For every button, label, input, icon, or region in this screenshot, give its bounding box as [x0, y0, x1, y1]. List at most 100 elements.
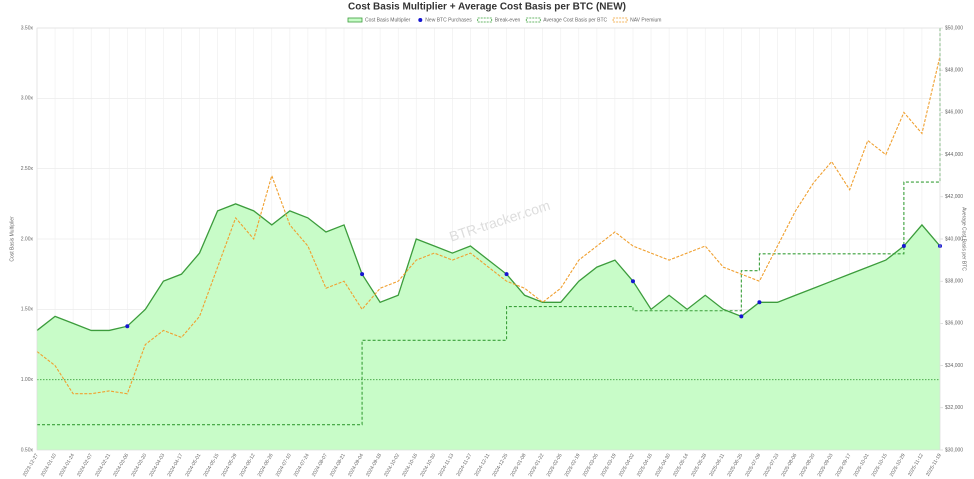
- x-tick-label: 2025-05-28: [690, 452, 708, 477]
- x-tick-label: 2025-03-19: [600, 452, 618, 477]
- x-tick-label: 2025-10-29: [889, 452, 907, 477]
- x-tick-label: 2024-04-03: [148, 452, 166, 477]
- y2-axis-title: Average Cost Basis per BTC: [961, 207, 967, 271]
- x-tick-label: 2024-03-20: [130, 452, 148, 477]
- line: [36, 203, 941, 332]
- x-tick-label: 2025-08-20: [798, 452, 816, 477]
- y2-tick-label: $50,000: [945, 25, 963, 31]
- x-tick-label: 2025-08-06: [780, 452, 798, 477]
- x-tick-label: 2025-02-05: [546, 452, 564, 477]
- watermark: BTR-tracker.com: [447, 197, 552, 245]
- x-tick-label: 2025-07-09: [744, 452, 762, 477]
- legend-label: New BTC Purchases: [425, 17, 472, 23]
- x-tick-label: 2025-10-15: [871, 452, 889, 477]
- legend-swatch: [418, 18, 423, 22]
- x-tick-label: 2024-07-24: [293, 452, 311, 477]
- x-tick-label: 2024-02-07: [76, 452, 94, 477]
- purchase-point: [739, 314, 744, 319]
- x-tick-label: 2025-01-22: [528, 452, 546, 477]
- x-tick-label: 2023-12-27: [22, 452, 40, 477]
- x-tick-label: 2025-04-16: [636, 452, 654, 477]
- x-tick-label: 2024-05-15: [202, 452, 220, 477]
- x-tick-label: 2024-12-25: [491, 452, 509, 477]
- y-axis-title: Cost Basis Multiplier: [9, 216, 15, 262]
- y2-tick-label: $40,000: [945, 236, 963, 242]
- x-tick-label: 2025-04-02: [618, 452, 636, 477]
- legend-swatch: [347, 17, 363, 23]
- purchase-point: [504, 272, 509, 277]
- y-tick-label: 1.00x: [21, 377, 34, 383]
- plot-border: [36, 27, 941, 451]
- y-tick-label: 3.50x: [21, 25, 34, 31]
- y2-tick-label: $34,000: [945, 363, 963, 369]
- x-tick-label: 2024-01-10: [40, 452, 58, 477]
- line: [36, 56, 941, 395]
- x-tick-label: 2025-11-19: [925, 452, 943, 477]
- y2-tick-label: $46,000: [945, 110, 963, 116]
- legend-label: Break-even: [495, 17, 521, 23]
- purchase-point: [901, 244, 906, 249]
- y2-tick-label: $32,000: [945, 405, 963, 411]
- purchase-point: [360, 272, 365, 277]
- x-tick-label: 2024-05-29: [221, 452, 239, 477]
- x-tick-label: 2025-03-05: [582, 452, 600, 477]
- x-tick-label: 2024-05-01: [184, 452, 202, 477]
- x-tick-label: 2024-10-30: [419, 452, 437, 477]
- legend-item: Cost Basis Multiplier: [347, 17, 411, 23]
- purchase-point: [757, 300, 762, 305]
- y2-tick-label: $30,000: [945, 447, 963, 453]
- y2-tick-label: $36,000: [945, 321, 963, 327]
- x-tick-label: 2024-08-07: [311, 452, 329, 477]
- step-line: [37, 28, 941, 426]
- x-tick-label: 2025-01-08: [510, 452, 528, 477]
- y-tick-label: 2.50x: [21, 166, 34, 172]
- x-tick-label: 2024-02-21: [94, 452, 112, 477]
- legend-label: Average Cost Basis per BTC: [543, 17, 607, 23]
- x-tick-label: 2024-09-18: [365, 452, 383, 477]
- x-tick-label: 2024-01-24: [58, 452, 76, 477]
- x-tick-label: 2025-06-11: [708, 452, 726, 477]
- x-tick-label: 2025-09-17: [835, 452, 853, 477]
- x-tick-label: 2024-10-16: [401, 452, 419, 477]
- legend-swatch: [525, 17, 541, 23]
- legend-swatch: [612, 17, 628, 23]
- x-tick-label: 2024-06-12: [239, 452, 257, 477]
- y-tick-label: 2.00x: [21, 236, 34, 242]
- y-tick-label: 0.50x: [21, 447, 34, 453]
- y2-tick-label: $44,000: [945, 152, 963, 158]
- legend-swatch: [477, 17, 493, 23]
- legend-label: Cost Basis Multiplier: [365, 17, 411, 23]
- x-tick-label: 2024-12-11: [474, 452, 492, 477]
- x-tick-label: 2024-08-21: [329, 452, 347, 477]
- x-tick-label: 2024-11-27: [456, 452, 474, 477]
- x-tick-label: 2025-07-23: [762, 452, 780, 477]
- legend-item: Average Cost Basis per BTC: [525, 17, 607, 23]
- legend-item: New BTC Purchases: [418, 17, 472, 23]
- legend-label: NAV Premium: [630, 17, 661, 23]
- y-tick-label: 3.00x: [21, 96, 34, 102]
- x-tick-label: 2024-03-06: [112, 452, 130, 477]
- x-tick-label: 2025-06-25: [726, 452, 744, 477]
- purchase-point: [125, 324, 130, 329]
- area-fill: [37, 203, 940, 450]
- y2-tick-label: $42,000: [945, 194, 963, 200]
- x-tick-label: 2025-11-12: [907, 452, 925, 477]
- legend-item: Break-even: [477, 17, 521, 23]
- y2-tick-label: $38,000: [945, 279, 963, 285]
- x-tick-label: 2025-02-19: [564, 452, 582, 477]
- x-tick-label: 2024-10-02: [383, 452, 401, 477]
- x-tick-label: 2024-07-10: [275, 452, 293, 477]
- x-tick-label: 2025-05-14: [672, 452, 690, 477]
- legend-item: NAV Premium: [612, 17, 661, 23]
- x-tick-label: 2025-04-30: [654, 452, 672, 477]
- x-tick-label: 2024-04-17: [166, 452, 184, 477]
- x-tick-label: 2024-06-26: [257, 452, 275, 477]
- chart-title: Cost Basis Multiplier + Average Cost Bas…: [348, 2, 626, 13]
- x-tick-label: 2024-11-13: [437, 452, 455, 477]
- x-tick-label: 2025-09-03: [817, 452, 835, 477]
- purchase-point: [630, 279, 635, 284]
- y-tick-label: 1.50x: [21, 307, 34, 313]
- x-tick-label: 2024-09-04: [347, 452, 365, 477]
- x-tick-label: 2025-10-01: [853, 452, 871, 477]
